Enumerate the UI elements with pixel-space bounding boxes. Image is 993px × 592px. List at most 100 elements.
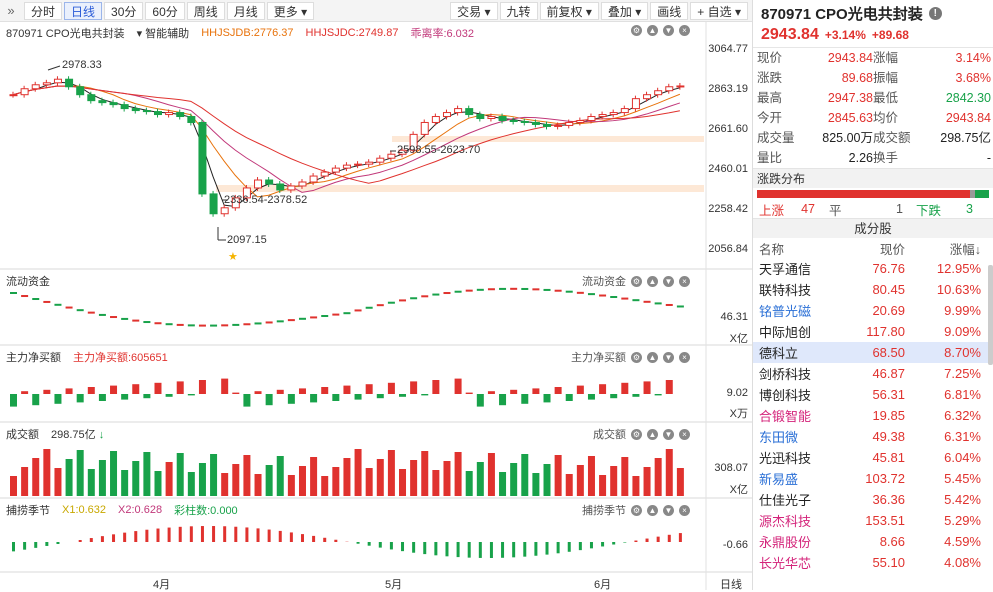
tab-monthly[interactable]: 月线: [227, 2, 265, 20]
add-watchlist-button[interactable]: + 自选 ▾: [690, 2, 748, 20]
vol-panel-tools: 成交额 ⚙ ▲ ▼ ×: [593, 426, 690, 442]
volume-bar: [88, 469, 95, 496]
volume-bar: [399, 469, 406, 496]
last-price: 2943.84: [761, 26, 819, 44]
volume-bar: [143, 452, 150, 496]
main-buy-bar: [410, 381, 417, 394]
flow-bar: [54, 304, 61, 306]
trade-label: 交易: [457, 5, 481, 19]
component-name: 天孚通信: [759, 259, 837, 278]
col-name[interactable]: 名称: [759, 239, 837, 258]
season-bar: [179, 527, 182, 542]
component-price: 36.36: [837, 492, 905, 507]
volume-bar: [421, 451, 428, 496]
adjust-button[interactable]: 前复权 ▾: [540, 2, 599, 20]
candle-body: [188, 117, 195, 123]
arrow-down-icon[interactable]: ▼: [663, 352, 674, 363]
stat-value: 2943.84: [911, 108, 991, 128]
component-name: 合锻智能: [759, 406, 837, 425]
buy-title: 主力净买额: [6, 349, 61, 365]
tab-60min[interactable]: 60分: [145, 2, 184, 20]
tab-weekly[interactable]: 周线: [187, 2, 225, 20]
arrow-down-icon[interactable]: ▼: [663, 276, 674, 287]
close-icon[interactable]: ×: [679, 352, 690, 363]
candle-body: [655, 91, 662, 95]
close-icon[interactable]: ×: [679, 429, 690, 440]
flow-bar: [544, 289, 551, 291]
tab-intraday[interactable]: 分时: [24, 2, 62, 20]
arrow-down-icon[interactable]: ▼: [663, 429, 674, 440]
candle-body: [66, 79, 73, 87]
high-label: 2978.33: [62, 59, 102, 71]
tab-more[interactable]: 更多 ▾: [267, 2, 314, 20]
close-icon[interactable]: ×: [679, 25, 690, 36]
quote-name: 870971 CPO光电共封装: [761, 3, 923, 24]
settings-icon[interactable]: ⚙: [631, 276, 642, 287]
smart-assist-toggle[interactable]: ▾ 智能辅助: [137, 25, 190, 41]
main-buy-bar: [399, 394, 406, 397]
volume-bar: [566, 474, 573, 496]
tab-daily[interactable]: 日线: [64, 2, 102, 20]
candle-body: [10, 95, 17, 96]
settings-icon[interactable]: ⚙: [631, 505, 642, 516]
components-columns: 名称 现价 涨幅↓: [753, 238, 993, 258]
quote-title: 870971 CPO光电共封装 !: [753, 0, 993, 26]
adjust-label: 前复权: [547, 5, 583, 19]
main-buy-bar: [377, 394, 384, 398]
arrow-up-icon[interactable]: ▲: [647, 25, 658, 36]
volume-bar: [332, 467, 339, 496]
component-name: 新易盛: [759, 469, 837, 488]
candle-body: [610, 113, 617, 115]
collapse-icon[interactable]: »: [0, 3, 22, 18]
main-buy-bar: [21, 391, 28, 394]
arrow-down-icon[interactable]: ▼: [663, 25, 674, 36]
smart-assist-label: 智能辅助: [145, 28, 189, 40]
close-icon[interactable]: ×: [679, 505, 690, 516]
settings-icon[interactable]: ⚙: [631, 25, 642, 36]
arrow-down-icon[interactable]: ▼: [663, 505, 674, 516]
trade-button[interactable]: 交易 ▾: [450, 2, 497, 20]
overlay-button[interactable]: 叠加 ▾: [601, 2, 648, 20]
col-price[interactable]: 现价: [837, 239, 905, 258]
component-change: 8.70%: [905, 345, 981, 360]
info-icon[interactable]: !: [929, 7, 942, 20]
close-icon[interactable]: ×: [679, 276, 690, 287]
settings-icon[interactable]: ⚙: [631, 429, 642, 440]
index-name: 870971 CPO光电共封装: [6, 25, 125, 41]
tab-30min[interactable]: 30分: [104, 2, 143, 20]
scrollbar[interactable]: [988, 265, 993, 365]
main-buy-bar: [555, 387, 562, 394]
arrow-up-icon[interactable]: ▲: [647, 276, 658, 287]
draw-button[interactable]: 画线: [650, 2, 688, 20]
arrow-up-icon[interactable]: ▲: [647, 505, 658, 516]
settings-icon[interactable]: ⚙: [631, 352, 642, 363]
nine-turn-button[interactable]: 九转: [500, 2, 538, 20]
component-name: 永鼎股份: [759, 532, 837, 551]
main-buy-bar: [177, 381, 184, 394]
col-change[interactable]: 涨幅↓: [905, 239, 981, 258]
vol-unit: X亿: [730, 481, 748, 497]
quote-price-row: 2943.84 +3.14% +89.68: [753, 26, 993, 48]
candle-body: [288, 186, 295, 190]
arrow-up-icon[interactable]: ▲: [647, 429, 658, 440]
arrow-up-icon[interactable]: ▲: [647, 352, 658, 363]
component-price: 20.69: [837, 303, 905, 318]
flow-bar: [299, 318, 306, 320]
chart-area[interactable]: ★ 870971 CPO光电共封装 ▾ 智能辅助 HHJSJDB:2776.37…: [0, 22, 752, 590]
